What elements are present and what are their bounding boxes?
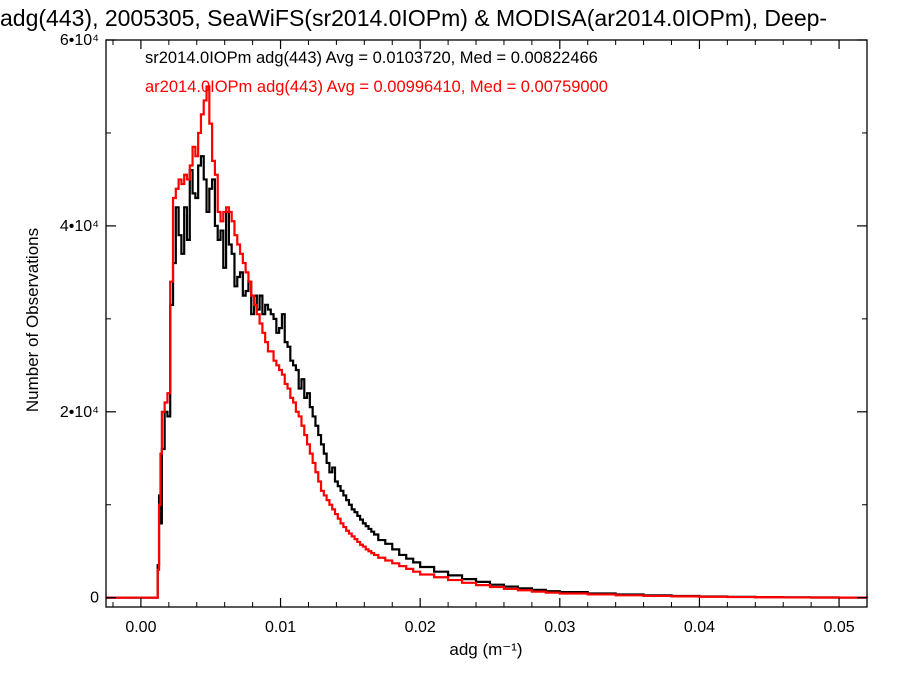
x-tick-label: 0.00 bbox=[125, 619, 156, 636]
x-tick-label: 0.05 bbox=[824, 619, 855, 636]
series-layer bbox=[106, 85, 869, 599]
legend-entry-1: sr2014.0IOPm adg(443) Avg = 0.0103720, M… bbox=[145, 49, 598, 67]
x-axis: 0.00 0.01 0.02 0.03 0.04 0.05 bbox=[112, 40, 855, 636]
plot-frame bbox=[105, 39, 868, 608]
x-axis-label: adg (m⁻¹) bbox=[449, 640, 522, 659]
chart-title: adg(443), 2005305, SeaWiFS(sr2014.0IOPm)… bbox=[0, 5, 828, 31]
x-tick-label: 0.03 bbox=[544, 619, 575, 636]
y-tick-label: 0 bbox=[90, 590, 99, 607]
y-tick-label: 6•10⁴ bbox=[60, 32, 99, 49]
histogram-series-1 bbox=[106, 155, 869, 599]
y-tick-label: 4•10⁴ bbox=[60, 218, 99, 235]
x-tick-label: 0.02 bbox=[405, 619, 436, 636]
x-tick-label: 0.01 bbox=[265, 619, 296, 636]
legend-entry-2: ar2014.0IOPm adg(443) Avg = 0.00996410, … bbox=[145, 78, 608, 96]
y-tick-label: 2•10⁴ bbox=[60, 404, 99, 421]
x-tick-label: 0.04 bbox=[684, 619, 715, 636]
legend: sr2014.0IOPm adg(443) Avg = 0.0103720, M… bbox=[145, 49, 608, 96]
y-axis-label: Number of Observations bbox=[23, 228, 42, 412]
y-axis: 0 2•10⁴ 4•10⁴ 6•10⁴ bbox=[60, 32, 867, 607]
histogram-series-2 bbox=[106, 85, 869, 599]
